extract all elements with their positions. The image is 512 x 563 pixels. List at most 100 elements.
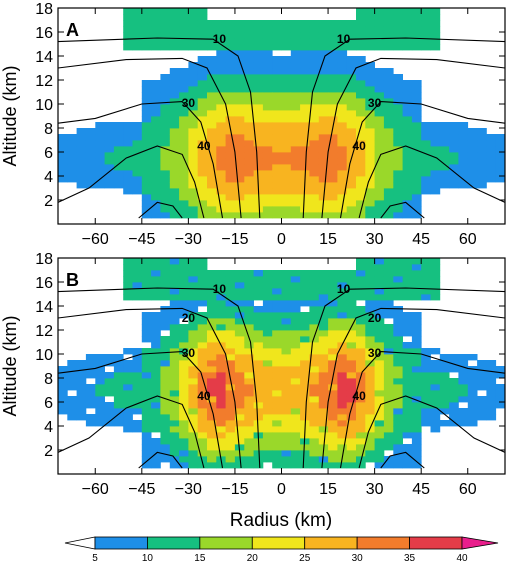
field-cell [402, 432, 413, 439]
field-cell [95, 170, 105, 177]
field-cell [328, 200, 338, 207]
colorbar-tick-label: 25 [299, 553, 311, 563]
field-cell [253, 390, 264, 397]
field-cell [337, 38, 348, 45]
field-cell [300, 366, 310, 373]
field-cell [458, 420, 469, 427]
field-cell [477, 360, 487, 367]
field-cell [207, 146, 217, 153]
field-cell [234, 348, 245, 355]
field-cell [234, 104, 245, 111]
field-cell [318, 384, 329, 391]
field-cell [207, 342, 217, 349]
field-cell [197, 408, 208, 415]
colorbar-tick-label: 10 [142, 553, 154, 563]
field-cell [290, 116, 301, 123]
field-cell [300, 134, 310, 141]
field-cell [477, 170, 487, 177]
field-cell [207, 318, 217, 325]
field-cell [411, 390, 422, 397]
field-cell [160, 378, 171, 385]
field-cell [262, 300, 273, 307]
field-cell [300, 56, 310, 63]
field-cell [234, 62, 245, 69]
field-cell [300, 104, 310, 111]
field-cell [318, 402, 329, 409]
field-cell [365, 456, 375, 463]
field-cell [160, 354, 171, 361]
field-cell [318, 408, 329, 415]
field-cell [383, 312, 394, 319]
field-cell [225, 432, 236, 439]
field-cell [346, 194, 357, 201]
field-cell [225, 294, 236, 301]
field-cell [290, 300, 301, 307]
field-cell [244, 270, 254, 277]
field-cell [337, 164, 348, 171]
field-cell [207, 294, 217, 301]
field-cell [225, 306, 236, 313]
field-cell [179, 44, 189, 51]
field-cell [216, 104, 226, 111]
field-cell [188, 432, 199, 439]
field-cell [197, 8, 208, 15]
field-cell [141, 170, 152, 177]
field-cell [411, 32, 422, 39]
field-cell [76, 414, 87, 421]
field-cell [225, 336, 236, 343]
field-cell [290, 44, 301, 51]
field-cell [337, 74, 348, 81]
field-cell [225, 98, 236, 105]
field-cell [383, 20, 394, 27]
field-cell [356, 8, 366, 15]
field-cell [374, 38, 385, 45]
field-cell [281, 26, 292, 33]
field-cell [365, 86, 375, 93]
field-cell [328, 158, 338, 165]
field-cell [430, 270, 441, 277]
field-cell [328, 80, 338, 87]
field-cell [104, 164, 115, 171]
field-cell [141, 116, 152, 123]
field-cell [262, 282, 273, 289]
field-cell [179, 294, 189, 301]
field-cell [179, 206, 189, 213]
field-cell [477, 152, 487, 159]
field-cell [179, 14, 189, 21]
y-tick-label: 6 [44, 395, 53, 412]
field-cell [141, 44, 152, 51]
field-cell [234, 396, 245, 403]
field-cell [244, 378, 254, 385]
field-cell [318, 282, 329, 289]
field-cell [318, 366, 329, 373]
field-cell [188, 390, 199, 397]
field-cell [365, 164, 375, 171]
contour-line [58, 57, 242, 219]
field-cell [151, 140, 161, 147]
field-cell [244, 56, 254, 63]
field-cell [290, 306, 301, 313]
contour-line [358, 395, 505, 469]
field-cell [290, 288, 301, 295]
field-cell [337, 50, 348, 57]
field-cell [290, 342, 301, 349]
field-cell [169, 32, 180, 39]
field-cell [234, 414, 245, 421]
field-cell [132, 158, 143, 165]
field-cell [281, 74, 292, 81]
field-cell [225, 164, 236, 171]
field-cell [393, 270, 403, 277]
field-cell [207, 80, 217, 87]
field-cell [207, 104, 217, 111]
field-cell [290, 158, 301, 165]
field-cell [197, 164, 208, 171]
field-cell [346, 116, 357, 123]
field-cell [393, 258, 403, 265]
field-cell [151, 134, 161, 141]
field-cell [85, 164, 96, 171]
field-cell [290, 194, 301, 201]
field-cell [290, 432, 301, 439]
field-cell [160, 110, 171, 117]
field-cell [132, 282, 143, 289]
field-cell [356, 164, 366, 171]
